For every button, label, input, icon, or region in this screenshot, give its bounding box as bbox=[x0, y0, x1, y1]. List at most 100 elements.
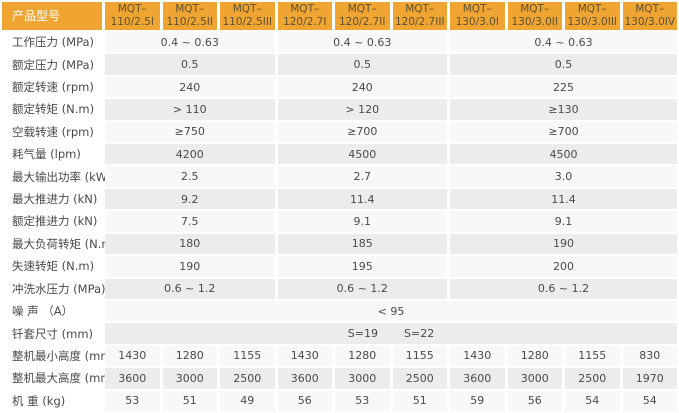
spec-value-cell: 0.4 ~ 0.63 bbox=[105, 32, 275, 53]
spec-value-cell: ≥700 bbox=[277, 121, 447, 143]
spec-value-cell: 0.6 ~ 1.2 bbox=[450, 278, 677, 299]
spec-value-cell: 3000 bbox=[507, 368, 562, 389]
row-label: 额定压力 (MPa) bbox=[12, 57, 95, 72]
spec-value-cell: 1280 bbox=[162, 345, 217, 367]
spec-value-cell: 51 bbox=[162, 390, 217, 411]
column-header-model-9: MQT– 130/3.0III bbox=[565, 2, 620, 30]
row-label: 最大推进力 (kN) bbox=[12, 192, 98, 207]
spec-value-cell: 1430 bbox=[450, 345, 505, 367]
spec-value-cell: 4200 bbox=[105, 144, 275, 165]
spec-value-cell: 2.5 bbox=[105, 166, 275, 187]
column-header-model-2: MQT– 110/2.5II bbox=[162, 2, 217, 30]
spec-value-cell: 9.2 bbox=[105, 188, 275, 210]
spec-value-cell: S=19 S=22 bbox=[105, 323, 677, 344]
spec-value: S=19 bbox=[347, 327, 378, 341]
spec-value-cell: ≥700 bbox=[450, 121, 677, 143]
column-header-model-4: MQT– 120/2.7I bbox=[277, 2, 332, 30]
spec-value-cell: 185 bbox=[277, 233, 447, 255]
row-label: 整机最小高度 (mm) bbox=[12, 348, 117, 363]
spec-value-cell: 240 bbox=[277, 76, 447, 98]
spec-value-cell: < 95 bbox=[105, 300, 677, 322]
spec-value-cell: 0.5 bbox=[450, 54, 677, 75]
spec-value-cell: 1155 bbox=[392, 345, 447, 367]
spec-value-cell: 2.7 bbox=[277, 166, 447, 187]
spec-value-cell: 195 bbox=[277, 256, 447, 277]
row-label: 钎套尺寸 (mm) bbox=[12, 326, 94, 341]
row-label: 额定转矩 (N.m) bbox=[12, 102, 95, 117]
spec-value-cell: 1155 bbox=[565, 345, 620, 367]
spec-value-cell: 7.5 bbox=[105, 211, 275, 232]
spec-value-cell: 2500 bbox=[392, 368, 447, 389]
spec-value-cell: 56 bbox=[507, 390, 562, 411]
row-label: 额定转速 (rpm) bbox=[12, 80, 94, 95]
spec-value-cell: 1430 bbox=[277, 345, 332, 367]
spec-value-cell: 53 bbox=[105, 390, 160, 411]
spec-value-cell: 54 bbox=[565, 390, 620, 411]
spec-value-cell: 49 bbox=[220, 390, 275, 411]
row-label: 工作压力 (MPa) bbox=[12, 35, 95, 50]
row-label: 冲洗水压力 (MPa) bbox=[12, 281, 106, 296]
column-header-model-1: MQT– 110/2.5I bbox=[105, 2, 160, 30]
row-label: 最大输出功率 (kW) bbox=[12, 169, 112, 184]
spec-value-cell: 3000 bbox=[162, 368, 217, 389]
spec-value-cell: 51 bbox=[392, 390, 447, 411]
spec-value-cell: 3000 bbox=[335, 368, 390, 389]
spec-value-cell: 1970 bbox=[622, 368, 677, 389]
spec-value-cell: 0.4 ~ 0.63 bbox=[450, 32, 677, 53]
spec-value: S=22 bbox=[404, 327, 435, 341]
spec-value-cell: 2500 bbox=[220, 368, 275, 389]
spec-value-cell: 1155 bbox=[220, 345, 275, 367]
corner-header: 产品型号 bbox=[2, 2, 102, 30]
spec-value-cell: 3600 bbox=[277, 368, 332, 389]
column-header-model-10: MQT– 130/3.0IV bbox=[622, 2, 677, 30]
spec-value-cell: 180 bbox=[105, 233, 275, 255]
spec-value-cell: 59 bbox=[450, 390, 505, 411]
column-header-model-3: MQT– 110/2.5III bbox=[220, 2, 275, 30]
spec-value-cell: 1280 bbox=[335, 345, 390, 367]
spec-value-group: S=19 S=22 bbox=[348, 327, 434, 340]
spec-value-cell: 3600 bbox=[450, 368, 505, 389]
column-header-model-5: MQT– 120/2.7II bbox=[335, 2, 390, 30]
spec-value-cell: 11.4 bbox=[450, 188, 677, 210]
spec-value-cell: 1280 bbox=[507, 345, 562, 367]
spec-value-cell: 2500 bbox=[565, 368, 620, 389]
spec-value-cell: 56 bbox=[277, 390, 332, 411]
spec-value-cell: ≥130 bbox=[450, 99, 677, 120]
row-label: 耗气量 (lpm) bbox=[12, 147, 81, 162]
spec-value-cell: 240 bbox=[105, 76, 275, 98]
spec-value-cell: 9.1 bbox=[450, 211, 677, 232]
spec-value-cell: 4500 bbox=[450, 144, 677, 165]
spec-value-cell: 53 bbox=[335, 390, 390, 411]
row-label: 机 重 (kg) bbox=[12, 393, 66, 408]
spec-value: < 95 bbox=[377, 304, 405, 318]
spec-value-cell: 1430 bbox=[105, 345, 160, 367]
spec-value-cell: 0.4 ~ 0.63 bbox=[277, 32, 447, 53]
row-label: 最大负荷转矩 (N.m) bbox=[12, 236, 118, 251]
spec-value-cell: 3600 bbox=[105, 368, 160, 389]
spec-value-group: < 95 bbox=[378, 305, 405, 318]
spec-value-cell: 0.5 bbox=[105, 54, 275, 75]
spec-value-cell: > 110 bbox=[105, 99, 275, 120]
spec-value-cell: > 120 bbox=[277, 99, 447, 120]
row-label: 整机最大高度 (mm) bbox=[12, 371, 117, 386]
spec-value-cell: 0.6 ~ 1.2 bbox=[105, 278, 275, 299]
spec-value-cell: 190 bbox=[450, 233, 677, 255]
spec-value-cell: 190 bbox=[105, 256, 275, 277]
spec-value-cell: 0.6 ~ 1.2 bbox=[277, 278, 447, 299]
row-label: 空载转速 (rpm) bbox=[12, 124, 94, 139]
row-label: 噪 声 （A） bbox=[12, 304, 74, 319]
spec-value-cell: 11.4 bbox=[277, 188, 447, 210]
spec-value-cell: 4500 bbox=[277, 144, 447, 165]
spec-value-cell: 225 bbox=[450, 76, 677, 98]
spec-value-cell: ≥750 bbox=[105, 121, 275, 143]
spec-value-cell: 3.0 bbox=[450, 166, 677, 187]
spec-value-cell: 830 bbox=[622, 345, 677, 367]
row-label: 失速转矩 (N.m) bbox=[12, 259, 95, 274]
spec-value-cell: 200 bbox=[450, 256, 677, 277]
row-label: 额定推进力 (kN) bbox=[12, 214, 98, 229]
spec-value-cell: 54 bbox=[622, 390, 677, 411]
spec-value-cell: 0.5 bbox=[277, 54, 447, 75]
spec-value-cell: 9.1 bbox=[277, 211, 447, 232]
column-header-model-6: MQT– 120/2.7III bbox=[392, 2, 447, 30]
